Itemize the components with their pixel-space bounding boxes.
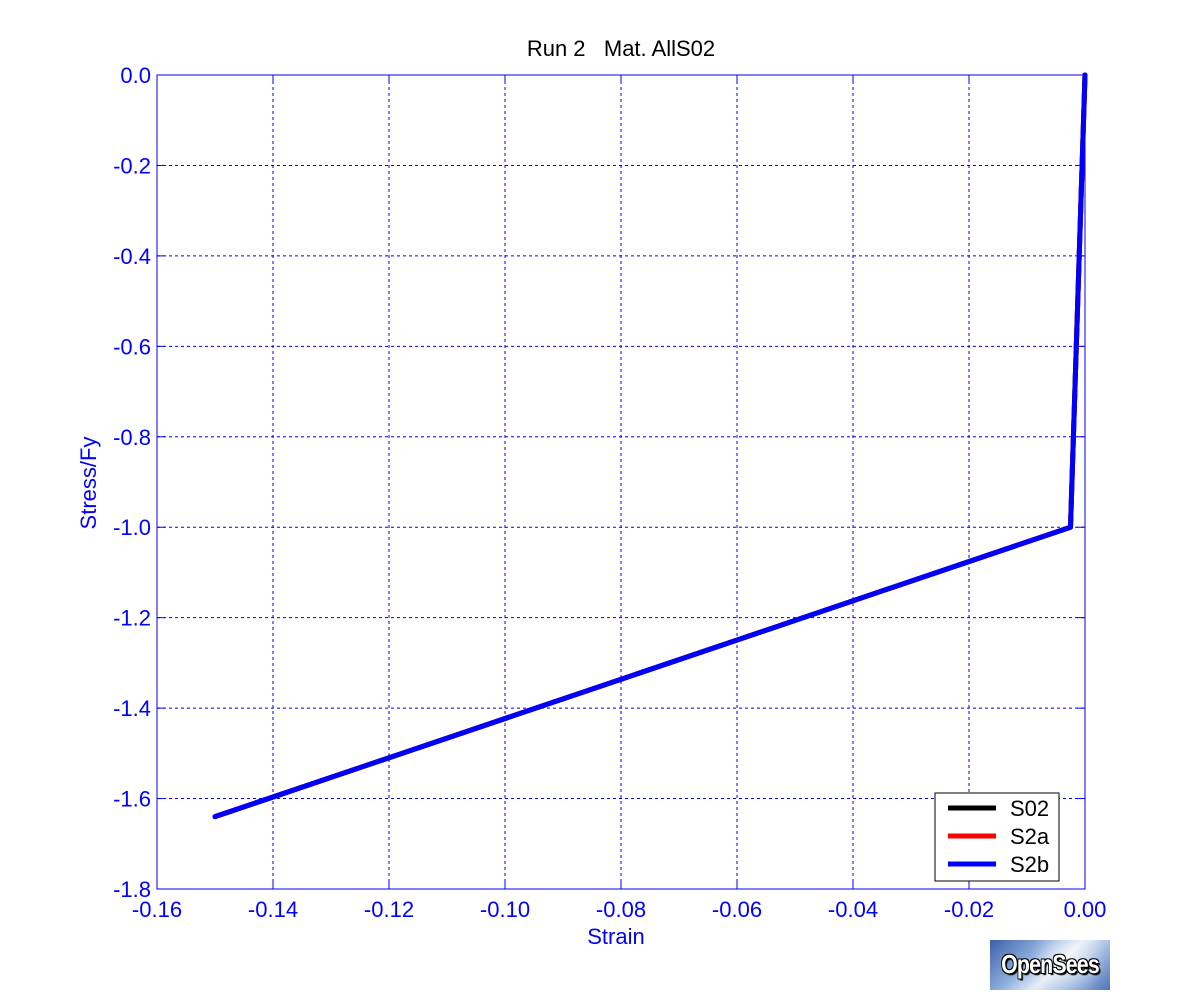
y-axis-label: Stress/Fy — [76, 437, 101, 530]
x-tick-label: -0.16 — [132, 897, 182, 922]
y-tick-label: -1.2 — [113, 606, 151, 631]
series-line-s2b — [212, 72, 1088, 820]
x-tick-label: 0.00 — [1064, 897, 1107, 922]
y-tick-label: -1.0 — [113, 515, 151, 540]
grid-lines — [157, 75, 1085, 889]
legend-label-s02: S02 — [1010, 796, 1049, 821]
opensees-logo: OpenSees — [990, 940, 1110, 990]
legend: S02 S2a S2b — [934, 792, 1060, 882]
x-tick-label: -0.06 — [712, 897, 762, 922]
y-tick-label: -1.6 — [113, 787, 151, 812]
series-line-s02 — [212, 72, 1088, 820]
y-tick-label: -1.4 — [113, 696, 151, 721]
series-layer — [212, 72, 1088, 820]
opensees-logo-text: OpenSees — [1001, 949, 1100, 979]
x-axis-label: Strain — [587, 924, 644, 949]
y-tick-label: -0.4 — [113, 244, 151, 269]
y-tick-label: -0.6 — [113, 334, 151, 359]
x-tick-label: -0.14 — [248, 897, 298, 922]
x-tick-label: -0.12 — [364, 897, 414, 922]
x-tick-label: -0.08 — [596, 897, 646, 922]
x-tick-label: -0.10 — [480, 897, 530, 922]
chart-title: Run 2 Mat. AllS02 — [527, 36, 715, 61]
legend-label-s2a: S2a — [1010, 824, 1050, 849]
y-tick-label: -1.8 — [113, 877, 151, 902]
series-line-s2a — [212, 72, 1088, 820]
y-tick-label: -0.8 — [113, 425, 151, 450]
x-tick-label: -0.04 — [828, 897, 878, 922]
legend-label-s2b: S2b — [1010, 852, 1049, 877]
axis-ticks: -0.16 -0.14 -0.12 -0.10 -0.08 -0.06 -0.04 -0.02… — [113, 63, 1106, 922]
x-tick-label: -0.02 — [944, 897, 994, 922]
y-tick-label: 0.0 — [120, 63, 151, 88]
y-tick-label: -0.2 — [113, 153, 151, 178]
